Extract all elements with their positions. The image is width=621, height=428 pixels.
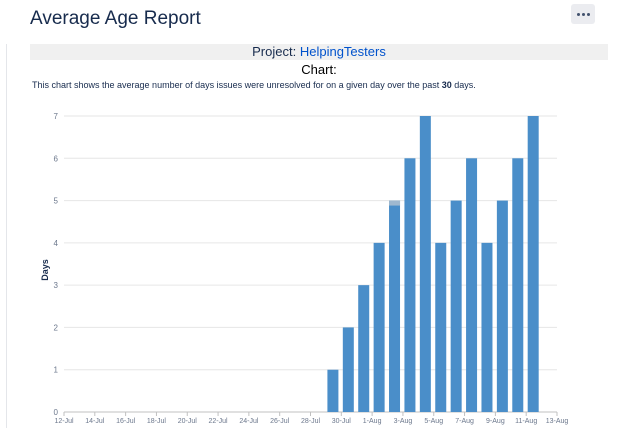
x-tick-label: 30-Jul [332, 418, 352, 425]
x-tick-label: 12-Jul [54, 418, 74, 425]
y-tick-label: 4 [54, 239, 59, 248]
x-tick-label: 1-Aug [363, 418, 382, 425]
x-tick-label: 24-Jul [239, 418, 259, 425]
chart-description: This chart shows the average number of d… [32, 80, 476, 90]
y-axis-label: Days [40, 259, 50, 281]
description-days: 30 [441, 80, 452, 90]
project-link[interactable]: HelpingTesters [299, 44, 386, 59]
bar[interactable] [373, 242, 385, 412]
x-tick-label: 20-Jul [178, 418, 198, 425]
bar[interactable] [512, 158, 524, 412]
y-tick-label: 6 [54, 154, 59, 163]
x-tick-label: 22-Jul [209, 418, 229, 425]
y-tick-label: 7 [54, 112, 59, 121]
bar[interactable] [342, 327, 354, 412]
more-options-button[interactable] [571, 4, 595, 24]
bar[interactable] [481, 242, 493, 412]
y-tick-label: 1 [54, 366, 59, 375]
left-divider [6, 44, 7, 428]
bar[interactable] [527, 116, 539, 412]
bar[interactable] [358, 285, 370, 412]
project-bar: Project: HelpingTesters [30, 44, 608, 60]
bar[interactable] [450, 200, 462, 412]
x-tick-label: 16-Jul [116, 418, 136, 425]
x-tick-label: 7-Aug [455, 418, 474, 425]
y-tick-label: 5 [54, 197, 59, 206]
x-tick-label: 9-Aug [486, 418, 505, 425]
x-tick-label: 13-Aug [546, 418, 569, 425]
y-tick-label: 2 [54, 323, 59, 332]
x-tick-label: 26-Jul [270, 418, 290, 425]
bar[interactable] [496, 200, 508, 412]
x-tick-label: 18-Jul [147, 418, 167, 425]
page-title: Average Age Report [30, 8, 201, 29]
description-prefix: This chart shows the average number of d… [32, 80, 442, 90]
x-tick-label: 11-Aug [515, 418, 537, 425]
bar[interactable] [404, 158, 416, 412]
bar-hover-highlight [389, 200, 401, 206]
y-tick-label: 3 [54, 281, 59, 290]
chart-heading: Chart: [301, 62, 337, 77]
bar[interactable] [327, 369, 339, 412]
more-horizontal-icon [576, 12, 590, 16]
bar[interactable] [435, 242, 447, 412]
x-tick-label: 28-Jul [301, 418, 321, 425]
y-tick-label: 0 [54, 408, 59, 417]
x-tick-label: 5-Aug [424, 418, 443, 425]
bar[interactable] [389, 200, 401, 412]
bar[interactable] [419, 116, 431, 412]
project-label: Project: [252, 44, 297, 59]
description-suffix: days. [451, 80, 476, 90]
x-tick-label: 14-Jul [85, 418, 105, 425]
x-tick-label: 3-Aug [394, 418, 413, 425]
bar[interactable] [466, 158, 478, 412]
